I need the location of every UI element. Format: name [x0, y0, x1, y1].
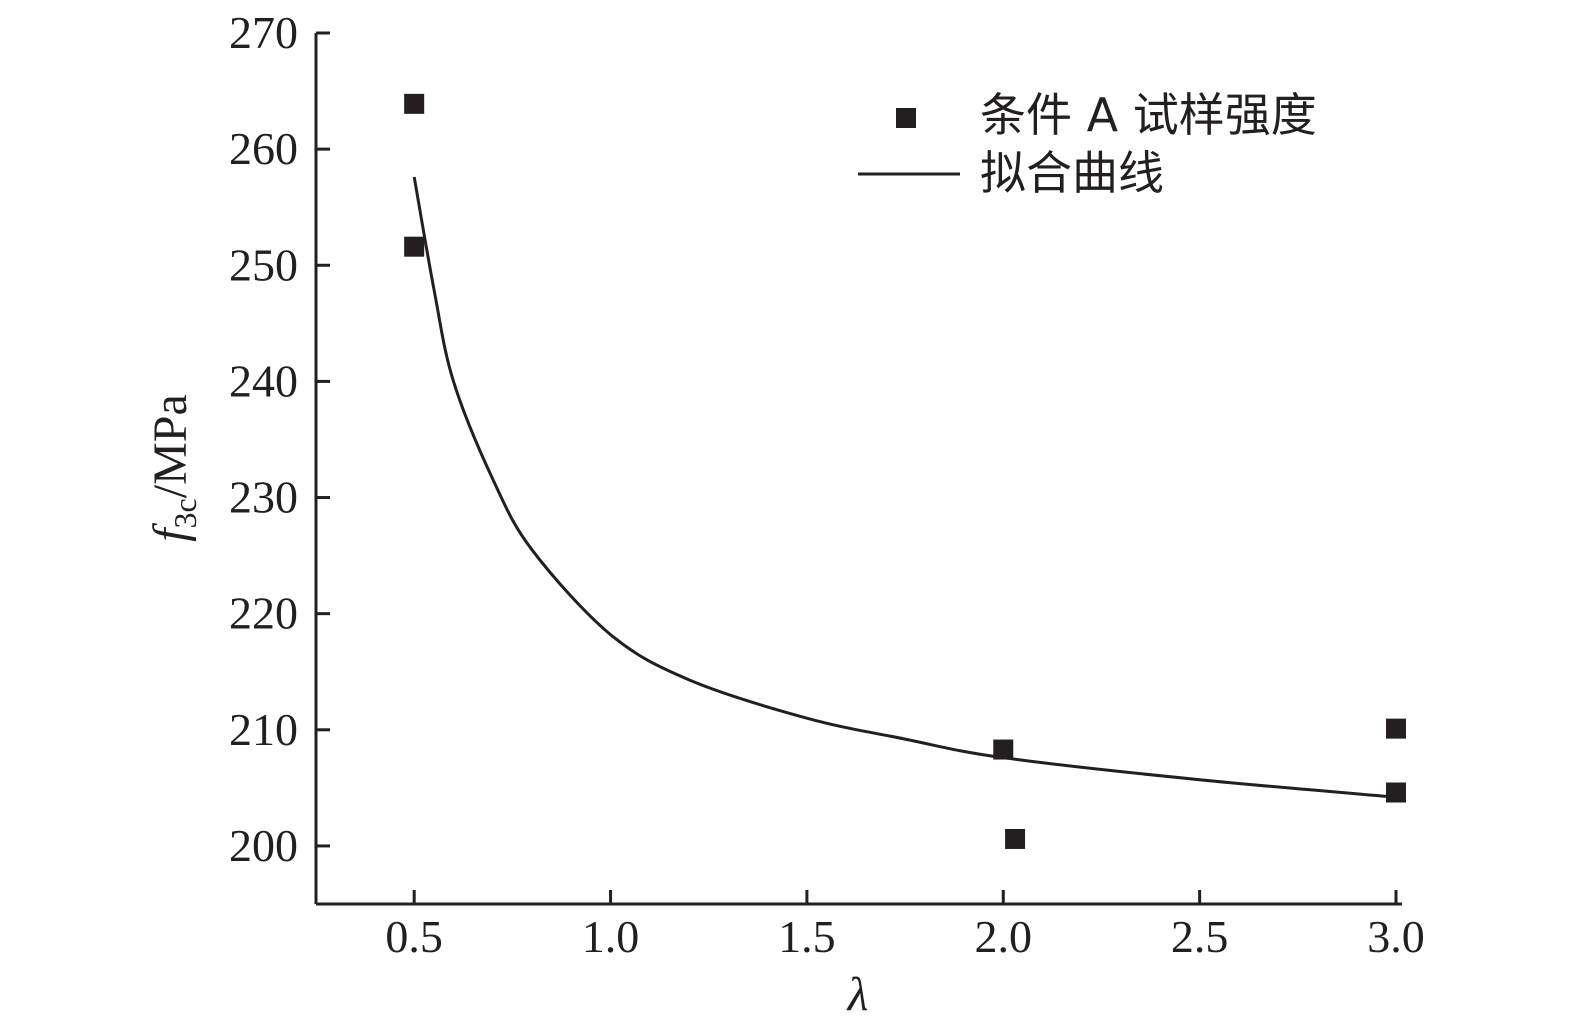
y-tick-label: 220 [229, 588, 298, 639]
y-axis-title: f3c/MPa [144, 394, 203, 542]
y-tick-label: 230 [229, 472, 298, 523]
x-tick-label: 1.5 [778, 911, 836, 962]
scatter-point [404, 236, 425, 257]
legend-label-line: 拟合曲线 [980, 146, 1164, 200]
x-tick-label: 3.0 [1367, 911, 1425, 962]
y-tick-label: 240 [229, 355, 298, 406]
scatter-point [1005, 828, 1026, 849]
x-tick-label: 2.0 [975, 911, 1033, 962]
y-tick-label: 270 [229, 7, 298, 58]
legend-marker-scatter [896, 108, 916, 128]
legend-label-scatter: 条件 A 试样强度 [980, 88, 1317, 142]
x-axis-title: λ [846, 968, 869, 1021]
x-tick-label: 1.0 [582, 911, 640, 962]
scatter-point [1386, 718, 1406, 739]
y-tick-label: 250 [229, 239, 298, 290]
fit-curve-line [412, 176, 1397, 799]
x-tick-label: 0.5 [385, 911, 443, 962]
y-ticks: 200 210 220 230 240 250 260 270 [229, 7, 330, 871]
x-ticks: 0.5 1.0 1.5 2.0 2.5 3.0 [385, 890, 1425, 962]
y-axis-title-subscript: 3c [167, 498, 203, 528]
scatter-point [993, 739, 1014, 760]
y-axis-title-suffix: /MPa [144, 394, 197, 498]
scatter-points [404, 93, 1406, 849]
fit-curve [412, 176, 1397, 799]
y-tick-label: 200 [229, 820, 298, 871]
legend: 条件 A 试样强度 拟合曲线 [858, 88, 1317, 200]
x-tick-label: 2.5 [1171, 911, 1229, 962]
scatter-point [404, 93, 425, 114]
y-tick-label: 260 [229, 123, 298, 174]
scatter-point [1386, 782, 1406, 803]
y-tick-label: 210 [229, 704, 298, 755]
axes [314, 33, 1402, 906]
